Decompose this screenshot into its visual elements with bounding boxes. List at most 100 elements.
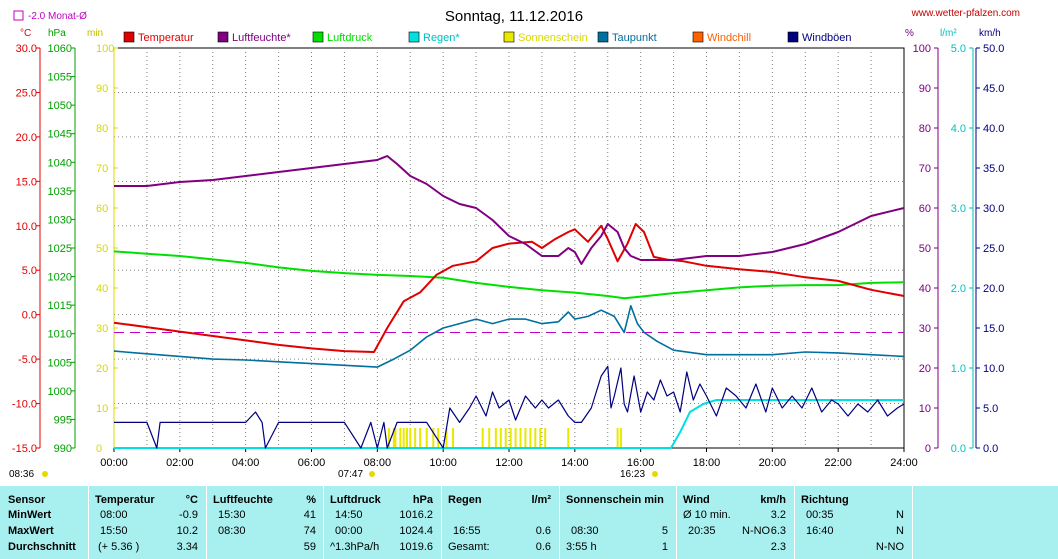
legend-swatch xyxy=(503,31,515,43)
pressure-tick-label: 1055 xyxy=(48,72,72,84)
pressure-tick-label: 1045 xyxy=(48,129,72,141)
sun-tick-label: 40 xyxy=(96,283,108,295)
x-tick-label: 04:00 xyxy=(232,457,260,469)
humidity-tick-label: 30 xyxy=(919,323,931,335)
wind-tick-label: 20.0 xyxy=(983,283,1004,295)
temp-tick-label: 30.0 xyxy=(16,43,37,55)
pressure-tick-label: 1015 xyxy=(48,300,72,312)
legend-item: Taupunkt xyxy=(597,31,657,44)
legend-item: Luftfeuchte* xyxy=(217,31,291,44)
svg-text:16:23: 16:23 xyxy=(620,469,645,480)
sun-tick-label: 50 xyxy=(96,243,108,255)
temp-tick-label: 20.0 xyxy=(16,132,37,144)
temp-tick-label: 15.0 xyxy=(16,176,37,188)
wind-tick-label: 45.0 xyxy=(983,83,1004,95)
wind-tick-label: 10.0 xyxy=(983,363,1004,375)
wind-tick-label: 35.0 xyxy=(983,163,1004,175)
pressure-tick-label: 1000 xyxy=(48,386,72,398)
svg-text:08:36: 08:36 xyxy=(9,469,34,480)
series-line-taupunkt xyxy=(113,305,905,368)
pressure-tick-label: 990 xyxy=(54,443,72,455)
humidity-tick-label: 20 xyxy=(919,363,931,375)
site-link[interactable]: www.wetter-pfalzen.com xyxy=(911,8,1020,19)
legend-item: Temperatur xyxy=(123,31,194,44)
humidity-tick-label: 100 xyxy=(913,43,931,55)
temp-tick-label: -5.0 xyxy=(18,354,37,366)
x-tick-label: 06:00 xyxy=(298,457,326,469)
x-tick-label: 22:00 xyxy=(824,457,852,469)
legend-swatch xyxy=(312,31,324,43)
rain-tick-label: 2.0 xyxy=(951,283,966,295)
humidity-tick-label: 40 xyxy=(919,283,931,295)
legend-item: Regen* xyxy=(408,31,460,44)
humidity-tick-label: 0 xyxy=(925,443,931,455)
legend-swatch xyxy=(408,31,420,43)
sun-icon xyxy=(369,471,375,477)
humidity-tick-label: 70 xyxy=(919,163,931,175)
sun-tick-label: 80 xyxy=(96,123,108,135)
stats-sun: Sonnenschein min 08:30 5 3:55 h 1 xyxy=(559,486,677,559)
legend-swatch xyxy=(217,31,229,43)
series-line-regen xyxy=(114,399,904,449)
sun-tick-label: 0 xyxy=(96,443,102,455)
legend-label: Luftfeuchte* xyxy=(232,32,291,44)
legend-item: Windböen xyxy=(787,31,852,44)
temp-tick-label: -15.0 xyxy=(12,443,37,455)
stats-direction: Richtung 00:35 N 16:40 N N-NO xyxy=(794,486,913,559)
rain-tick-label: 4.0 xyxy=(951,123,966,135)
sunrise-mark: 08:36 xyxy=(9,469,48,480)
pressure-tick-label: 1010 xyxy=(48,329,72,341)
sun-tick-label: 10 xyxy=(96,403,108,415)
pressure-tick-label: 1005 xyxy=(48,357,72,369)
rain-tick-label: 1.0 xyxy=(951,363,966,375)
weather-chart: 00:00 02:00 04:00 06:00 08:00 10:00 12:00 14:00… xyxy=(9,8,1020,480)
svg-text:07:47: 07:47 xyxy=(338,469,363,480)
wind-tick-label: 5.0 xyxy=(983,403,998,415)
legend-label: Temperatur xyxy=(138,32,194,44)
stats-table: Sensor MinWert MaxWert Durchschnitt Temp… xyxy=(0,486,1058,559)
axes: 00:00 02:00 04:00 06:00 08:00 10:00 12:00 14:00… xyxy=(12,43,1005,469)
pressure-tick-label: 1050 xyxy=(48,100,72,112)
temp-tick-label: 5.0 xyxy=(22,265,37,277)
legend-label: Windböen xyxy=(802,32,852,44)
x-tick-label: 10:00 xyxy=(429,457,457,469)
humidity-tick-label: 10 xyxy=(919,403,931,415)
legend-label: Taupunkt xyxy=(612,32,657,44)
x-tick-label: 12:00 xyxy=(495,457,523,469)
pressure-tick-label: 1060 xyxy=(48,43,72,55)
sun-icon xyxy=(652,471,658,477)
legend-swatch xyxy=(787,31,799,43)
series-line-temperatur xyxy=(113,223,905,353)
stats-wind: Wind km/h Ø 10 min. 3.2 20:35 N-NO 6.3 2… xyxy=(676,486,795,559)
series-line-luftfeuchte xyxy=(114,155,905,265)
temp-tick-label: 25.0 xyxy=(16,87,37,99)
humidity-tick-label: 90 xyxy=(919,83,931,95)
x-tick-label: 18:00 xyxy=(693,457,721,469)
monthavg-label: -2.0 Monat-Ø xyxy=(28,11,87,22)
humidity-tick-label: 50 xyxy=(919,243,931,255)
sunstart-mark: 07:47 xyxy=(338,469,375,480)
wind-tick-label: 25.0 xyxy=(983,243,1004,255)
sunset-mark: 16:23 xyxy=(620,469,658,480)
wind-tick-label: 30.0 xyxy=(983,203,1004,215)
unit-sun: min xyxy=(87,28,103,39)
unit-pressure: hPa xyxy=(48,28,66,39)
temp-tick-label: 10.0 xyxy=(16,221,37,233)
pressure-tick-label: 1040 xyxy=(48,157,72,169)
humidity-tick-label: 60 xyxy=(919,203,931,215)
rain-tick-label: 0.0 xyxy=(951,443,966,455)
legend-label: Luftdruck xyxy=(327,32,373,44)
chart-title: Sonntag, 11.12.2016 xyxy=(445,8,583,25)
series xyxy=(113,155,905,449)
monthavg-swatch xyxy=(13,10,24,21)
pressure-tick-label: 1035 xyxy=(48,186,72,198)
unit-wind: km/h xyxy=(979,28,1001,39)
legend: Temperatur Luftfeuchte* Luftdruck Regen* Son… xyxy=(123,31,852,44)
legend-label: Sonnenschein xyxy=(518,32,588,44)
wind-tick-label: 0.0 xyxy=(983,443,998,455)
sun-tick-label: 20 xyxy=(96,363,108,375)
x-tick-label: 24:00 xyxy=(890,457,918,469)
legend-swatch xyxy=(597,31,609,43)
pressure-tick-label: 995 xyxy=(54,414,72,426)
sunshine-bars xyxy=(387,428,622,448)
